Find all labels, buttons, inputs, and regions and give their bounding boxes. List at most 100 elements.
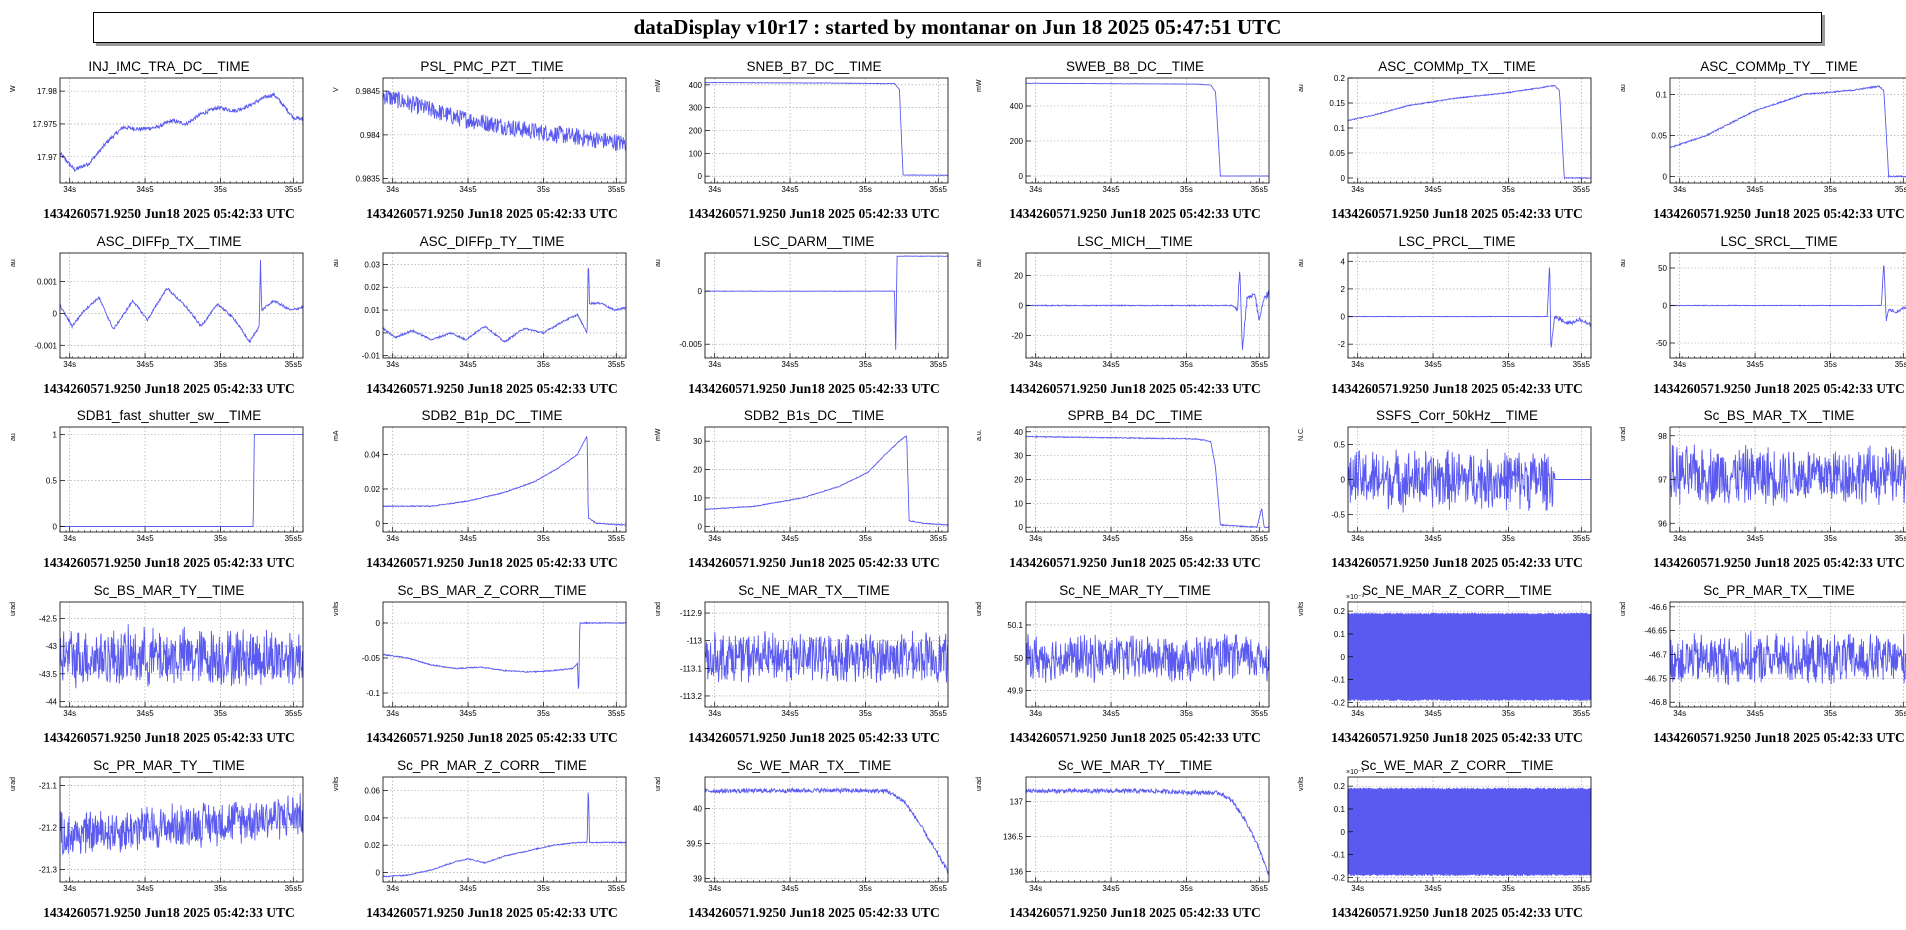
plot-title: INJ_IMC_TRA_DC__TIME bbox=[88, 59, 250, 74]
x-tick-label: 34s5 bbox=[1102, 884, 1120, 893]
x-tick-label: 34s bbox=[63, 884, 76, 893]
y-tick-label: 50 bbox=[1658, 264, 1667, 273]
plot-panel: Sc_WE_MAR_TX__TIME urad 34s 34s5 35s 35s5 39 39… bbox=[655, 755, 973, 930]
x-tick-label: 34s bbox=[63, 534, 76, 543]
plot-panel: INJ_IMC_TRA_DC__TIME W 34s 34s5 35s 35s5 17.97… bbox=[10, 56, 328, 231]
x-tick-label: 35s bbox=[1502, 884, 1515, 893]
x-tick-label: 35s bbox=[537, 709, 550, 718]
plot-timestamp: 1434260571.9250 Jun18 2025 05:42:33 UTC bbox=[1009, 555, 1261, 570]
y-tick-label: 50 bbox=[1014, 654, 1023, 663]
y-tick-label: 300 bbox=[689, 104, 703, 113]
x-tick-label: 34s5 bbox=[1424, 185, 1442, 194]
plot-frame bbox=[1347, 252, 1592, 359]
plot-timestamp: 1434260571.9250 Jun18 2025 05:42:33 UTC bbox=[1009, 730, 1261, 745]
x-tick-label: 34s5 bbox=[136, 884, 154, 893]
y-tick-label: 0 bbox=[1019, 523, 1024, 532]
plot-panel: SDB2_B1p_DC__TIME mA 34s 34s5 35s 35s5 0 0.02 0.… bbox=[333, 405, 651, 580]
plot-panel: Sc_NE_MAR_TX__TIME urad 34s 34s5 35s 35s5 -113… bbox=[655, 580, 973, 755]
x-tick-label: 35s5 bbox=[1573, 884, 1591, 893]
x-tick-label: 34s bbox=[1029, 709, 1042, 718]
y-tick-label: -43 bbox=[45, 642, 57, 651]
x-tick-label: 34s bbox=[1029, 360, 1042, 369]
x-tick-label: 35s bbox=[537, 185, 550, 194]
plot-svg: 34s 34s5 35s 35s5 39 39.5 40 bbox=[686, 776, 949, 893]
y-tick-label: 136 bbox=[1010, 868, 1024, 877]
y-tick-label: -20 bbox=[1011, 332, 1023, 341]
x-tick-label: 35s5 bbox=[1573, 709, 1591, 718]
plot-panel: PSL_PMC_PZT__TIME V 34s 34s5 35s 35s5 0.9835 0.… bbox=[333, 56, 651, 231]
x-tick-label: 35s bbox=[859, 360, 872, 369]
y-tick-label: 20 bbox=[1014, 476, 1023, 485]
plot-svg: 34s 34s5 35s 35s5 -0.5 0 0.5 bbox=[1331, 426, 1592, 543]
x-tick-label: 35s5 bbox=[930, 185, 948, 194]
x-tick-label: 35s5 bbox=[1573, 534, 1591, 543]
y-tick-label: 0.2 bbox=[1334, 607, 1346, 616]
plot-title: SSFS_Corr_50kHz__TIME bbox=[1375, 408, 1539, 423]
y-tick-label: -0.1 bbox=[1331, 851, 1345, 860]
x-tick-label: 35s bbox=[859, 709, 872, 718]
y-tick-label: 0.9845 bbox=[356, 87, 381, 96]
plot-svg: 34s 34s5 35s 35s5 136 136.5 137 bbox=[1003, 776, 1270, 893]
x-tick-label: 34s5 bbox=[1746, 709, 1764, 718]
y-tick-label: 20 bbox=[1014, 272, 1023, 281]
plot-timestamp: 1434260571.9250 Jun18 2025 05:42:33 UTC bbox=[688, 730, 940, 745]
x-tick-label: 34s bbox=[63, 185, 76, 194]
plot-timestamp: 1434260571.9250 Jun18 2025 05:42:33 UTC bbox=[1653, 555, 1905, 570]
x-tick-label: 35s5 bbox=[1251, 360, 1269, 369]
y-tick-label: 49.9 bbox=[1007, 687, 1023, 696]
series-line bbox=[1347, 448, 1591, 513]
y-tick-label: -0.1 bbox=[1331, 676, 1345, 685]
x-tick-label: 34s5 bbox=[781, 534, 799, 543]
x-tick-label: 34s bbox=[1673, 185, 1686, 194]
plot-timestamp: 1434260571.9250 Jun18 2025 05:42:33 UTC bbox=[1009, 905, 1261, 920]
y-tick-label: 0.02 bbox=[364, 283, 380, 292]
plot-svg: 34s 34s5 35s 35s5 -0.2 -0.1 0 0.1 0.2 bbox=[1331, 776, 1592, 893]
x-tick-label: 35s5 bbox=[608, 884, 626, 893]
plot-title: LSC_MICH__TIME bbox=[1077, 234, 1193, 249]
plot-title: Sc_PR_MAR_TY__TIME bbox=[93, 758, 245, 773]
x-tick-label: 34s5 bbox=[781, 185, 799, 194]
x-tick-label: 35s5 bbox=[285, 185, 303, 194]
x-tick-label: 34s5 bbox=[1102, 360, 1120, 369]
plot-panel: SDB1_fast_shutter_sw__TIME au 34s 34s5 35s 35… bbox=[10, 405, 328, 580]
plot-title: SWEB_B8_DC__TIME bbox=[1065, 59, 1205, 74]
x-tick-label: 34s5 bbox=[1424, 709, 1442, 718]
y-tick-label: 0 bbox=[698, 522, 703, 531]
x-tick-label: 34s bbox=[1029, 534, 1042, 543]
plot-svg: 34s 34s5 35s 35s5 0 100 200 300 400 bbox=[689, 77, 949, 194]
x-tick-label: 35s5 bbox=[930, 709, 948, 718]
plot-frame bbox=[1669, 77, 1906, 184]
plot-panel: Sc_PR_MAR_TY__TIME urad 34s 34s5 35s 35s5 -21.… bbox=[10, 755, 328, 930]
series-line bbox=[59, 92, 304, 172]
y-tick-label: 0 bbox=[376, 868, 381, 877]
y-tick-label: -113.1 bbox=[680, 664, 703, 673]
plot-panel: Sc_BS_MAR_Z_CORR__TIME volts 34s 34s5 35s 35s… bbox=[333, 580, 651, 755]
y-tick-label: 0 bbox=[1341, 313, 1346, 322]
series-line bbox=[382, 792, 627, 878]
x-tick-label: 34s bbox=[708, 185, 721, 194]
y-tick-label: 30 bbox=[693, 437, 702, 446]
series-line bbox=[382, 267, 627, 343]
x-tick-label: 35s bbox=[859, 534, 872, 543]
x-tick-label: 35s5 bbox=[1573, 360, 1591, 369]
series-line bbox=[382, 621, 627, 689]
y-tick-label: -113.2 bbox=[680, 692, 703, 701]
series-line bbox=[1025, 82, 1270, 177]
plot-title: Sc_NE_MAR_TX__TIME bbox=[738, 583, 890, 598]
plot-title: SNEB_B7_DC__TIME bbox=[746, 59, 882, 74]
series-line bbox=[60, 433, 303, 527]
x-tick-label: 35s bbox=[1502, 709, 1515, 718]
series-line bbox=[1669, 630, 1906, 685]
x-tick-label: 35s bbox=[1502, 360, 1515, 369]
y-tick-label: 0.2 bbox=[1334, 782, 1346, 791]
y-tick-label: 0.03 bbox=[364, 260, 380, 269]
y-tick-label: 2 bbox=[1341, 285, 1346, 294]
plot-panel: SWEB_B8_DC__TIME mW 34s 34s5 35s 35s5 0 200 400 1… bbox=[976, 56, 1294, 231]
x-tick-label: 35s5 bbox=[1573, 185, 1591, 194]
y-tick-label: -42.5 bbox=[39, 615, 58, 624]
plot-panel: Sc_WE_MAR_Z_CORR__TIME volts ×10⁻³ 34s 34s5 3… bbox=[1298, 755, 1616, 930]
y-tick-label: 0.04 bbox=[364, 814, 380, 823]
x-tick-label: 34s bbox=[1029, 884, 1042, 893]
plot-svg: 34s 34s5 35s 35s5 0 10 20 30 40 bbox=[1014, 426, 1270, 543]
y-tick-label: -0.005 bbox=[679, 340, 702, 349]
